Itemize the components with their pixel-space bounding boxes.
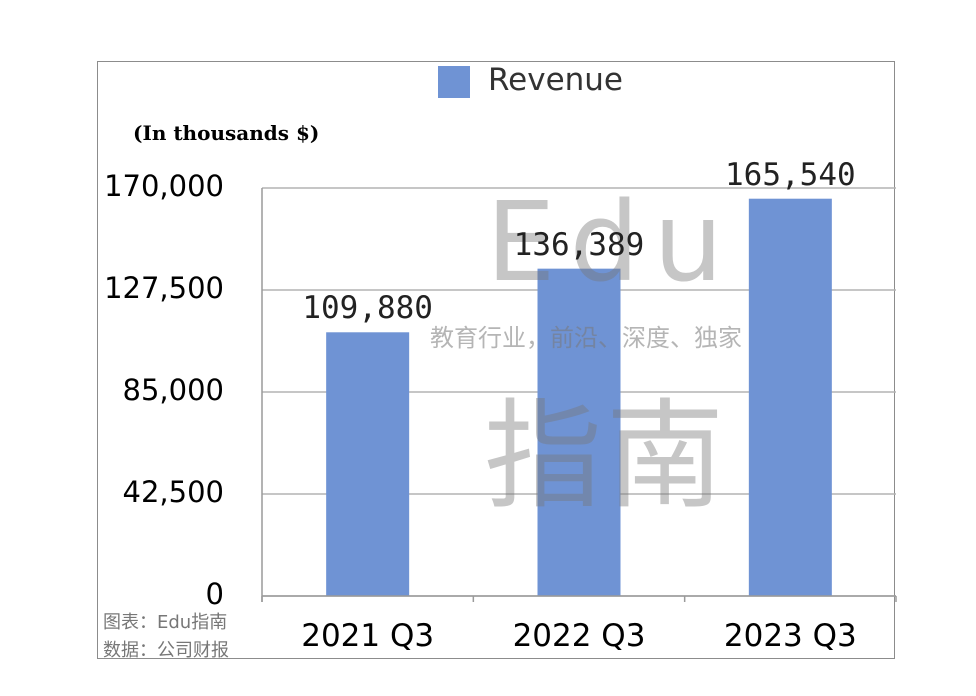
- data-label: 136,389: [513, 226, 645, 263]
- legend-label: Revenue: [488, 62, 624, 98]
- watermark-name: 指南: [484, 387, 729, 525]
- x-tick-label: 2021 Q3: [301, 618, 435, 654]
- bar: [326, 332, 410, 596]
- y-tick-label: 0: [205, 577, 224, 611]
- y-tick-label: 170,000: [104, 169, 224, 203]
- watermark-brand: Edu: [486, 178, 738, 306]
- y-tick-label: 42,500: [122, 475, 224, 509]
- chart-frame: [97, 61, 895, 659]
- data-label: 109,880: [302, 290, 433, 327]
- axes: [261, 188, 897, 602]
- bar: [537, 268, 621, 596]
- bar: [748, 198, 832, 597]
- data-label: 165,540: [725, 156, 856, 193]
- x-tick-label: 2022 Q3: [512, 618, 646, 654]
- data-source-note: 数据：公司财报: [103, 640, 229, 661]
- x-tick-label: 2023 Q3: [723, 618, 857, 654]
- bars: [326, 198, 832, 597]
- y-tick-label: 85,000: [122, 373, 224, 407]
- y-tick-label: 127,500: [104, 271, 224, 305]
- watermark-tagline: 教育行业，前沿、深度、独家: [430, 324, 742, 352]
- chart-source-note: 图表：Edu指南: [103, 612, 228, 633]
- y-axis-unit-label: (In thousands $): [133, 121, 320, 145]
- legend-swatch: [438, 66, 470, 98]
